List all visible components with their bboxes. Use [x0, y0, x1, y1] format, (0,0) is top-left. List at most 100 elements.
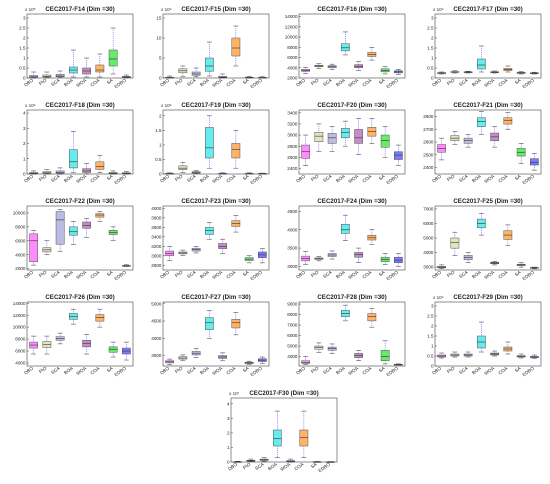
subplot-title: CEC2017-F29 (Dim =30)	[453, 294, 522, 301]
x-tick-label: COA	[497, 269, 509, 279]
x-tick-label: PIO	[446, 173, 456, 182]
box-sca	[55, 74, 65, 78]
x-tick-label: PIO	[174, 269, 184, 278]
subplot-panel: CEC2017-F30 (Dim =30) x 10⁷ 0 1 2 3 4 DBO PIO SCA…	[227, 390, 338, 473]
plot-frame	[26, 13, 134, 79]
box-coa	[95, 161, 105, 170]
plot-frame	[162, 13, 270, 79]
y-tick-label: 3400	[287, 110, 298, 115]
x-tick-label: PIO	[310, 269, 320, 278]
y-tick-label: 4000	[15, 252, 26, 257]
x-tick-label: WOA	[279, 461, 292, 472]
x-tick-label: PIO	[174, 77, 184, 86]
axis-exponent-label: x 10⁴	[161, 7, 172, 12]
box-pio	[42, 171, 52, 174]
x-tick-label: WOA	[75, 269, 88, 280]
x-tick-label: SCA	[50, 269, 61, 279]
x-tick-label: PIO	[38, 269, 48, 278]
subplot-panel: CEC2017-F21 (Dim =30) 2400 2500 2600 2700 280…	[423, 102, 542, 185]
y-tick-label: 3600	[151, 225, 162, 230]
subplot-title: CEC2017-F16 (Dim =30)	[317, 6, 386, 13]
x-tick-label: BOA	[471, 77, 483, 87]
x-tick-label: COA	[497, 77, 509, 87]
box-woa	[82, 221, 91, 229]
x-tick-label: WOA	[211, 269, 224, 280]
box-boa	[341, 224, 350, 234]
y-tick-label: 0.5	[155, 157, 162, 162]
subplot-title: CEC2017-F18 (Dim =30)	[45, 102, 114, 109]
x-tick-label: EDBO	[385, 269, 399, 281]
y-tick-label: 3500	[287, 246, 298, 251]
x-tick-label: SA	[106, 365, 115, 373]
x-tick-label: WOA	[483, 173, 496, 184]
y-tick-label: 6000	[423, 221, 434, 226]
x-tick-label: BOA	[63, 77, 75, 87]
x-tick-label: WOA	[483, 365, 496, 376]
x-tick-label: SA	[242, 269, 251, 277]
y-tick-label: 2500	[423, 152, 434, 157]
y-tick-label: 2	[431, 36, 434, 41]
x-tick-label: SCA	[322, 77, 333, 87]
y-tick-label: 3000	[287, 264, 298, 269]
y-tick-label: 6000	[15, 349, 26, 354]
x-tick-label: WOA	[211, 77, 224, 88]
plot-frame	[298, 301, 406, 367]
box-pio	[450, 237, 460, 249]
y-tick-label: 3	[23, 16, 26, 21]
x-tick-label: BOA	[471, 365, 483, 375]
x-tick-label: WOA	[211, 365, 224, 376]
box-boa	[205, 317, 214, 330]
x-tick-label: SA	[106, 173, 115, 181]
x-tick-label: SCA	[322, 365, 333, 375]
box-boa	[273, 429, 282, 447]
x-tick-label: PIO	[446, 269, 456, 278]
x-tick-label: DBO	[431, 269, 442, 279]
box-pio	[314, 132, 324, 142]
y-tick-label: 4000	[287, 354, 298, 359]
subplot-title: CEC2017-F30 (Dim =30)	[249, 390, 318, 397]
x-tick-label: DBO	[159, 173, 170, 183]
plot-frame	[162, 301, 270, 367]
axis-exponent-label: x 10⁵	[25, 7, 36, 12]
x-tick-label: WOA	[75, 365, 88, 376]
y-tick-label: 2.5	[427, 314, 434, 319]
box-coa	[299, 429, 309, 447]
x-tick-label: WOA	[483, 269, 496, 280]
x-tick-label: EDBO	[521, 173, 535, 185]
x-tick-label: WOA	[347, 365, 360, 376]
x-tick-label: DBO	[159, 269, 170, 279]
subplot-panel: CEC2017-F18 (Dim =30) x 10⁶ 0 1 2 3 4 DBO PIO SCA…	[23, 102, 134, 185]
y-tick-label: 4000	[151, 336, 162, 341]
x-tick-label: WOA	[347, 77, 360, 88]
box-sca	[327, 133, 337, 144]
x-tick-label: SCA	[458, 365, 469, 375]
subplot-title: CEC2017-F14 (Dim =30)	[45, 6, 114, 13]
x-tick-label: COA	[89, 269, 101, 279]
box-edbo	[394, 151, 403, 160]
x-tick-label: DBO	[295, 269, 306, 279]
y-tick-label: 8000	[287, 312, 298, 317]
x-tick-label: SA	[378, 77, 387, 85]
x-tick-label: DBO	[295, 365, 306, 375]
x-tick-label: BOA	[471, 269, 483, 279]
subplot-title: CEC2017-F19 (Dim =30)	[181, 102, 250, 109]
box-sca	[191, 71, 201, 76]
y-tick-label: 2400	[423, 165, 434, 170]
box-coa	[231, 37, 241, 57]
y-tick-label: 12000	[285, 24, 298, 29]
x-tick-label: SCA	[186, 77, 197, 87]
x-tick-label: COA	[89, 77, 101, 87]
y-tick-label: 0	[23, 172, 26, 177]
x-tick-label: PIO	[242, 461, 252, 470]
y-tick-label: 3	[23, 126, 26, 131]
x-tick-label: EDBO	[113, 173, 127, 185]
x-tick-label: COA	[293, 461, 305, 471]
x-tick-label: COA	[361, 365, 373, 375]
x-tick-label: BOA	[63, 365, 75, 375]
y-tick-label: 3	[431, 304, 434, 309]
y-tick-label: 8000	[15, 224, 26, 229]
x-tick-label: BOA	[199, 173, 211, 183]
x-tick-label: BOA	[335, 77, 347, 87]
y-tick-label: 2800	[287, 144, 298, 149]
x-tick-label: SA	[514, 77, 523, 85]
